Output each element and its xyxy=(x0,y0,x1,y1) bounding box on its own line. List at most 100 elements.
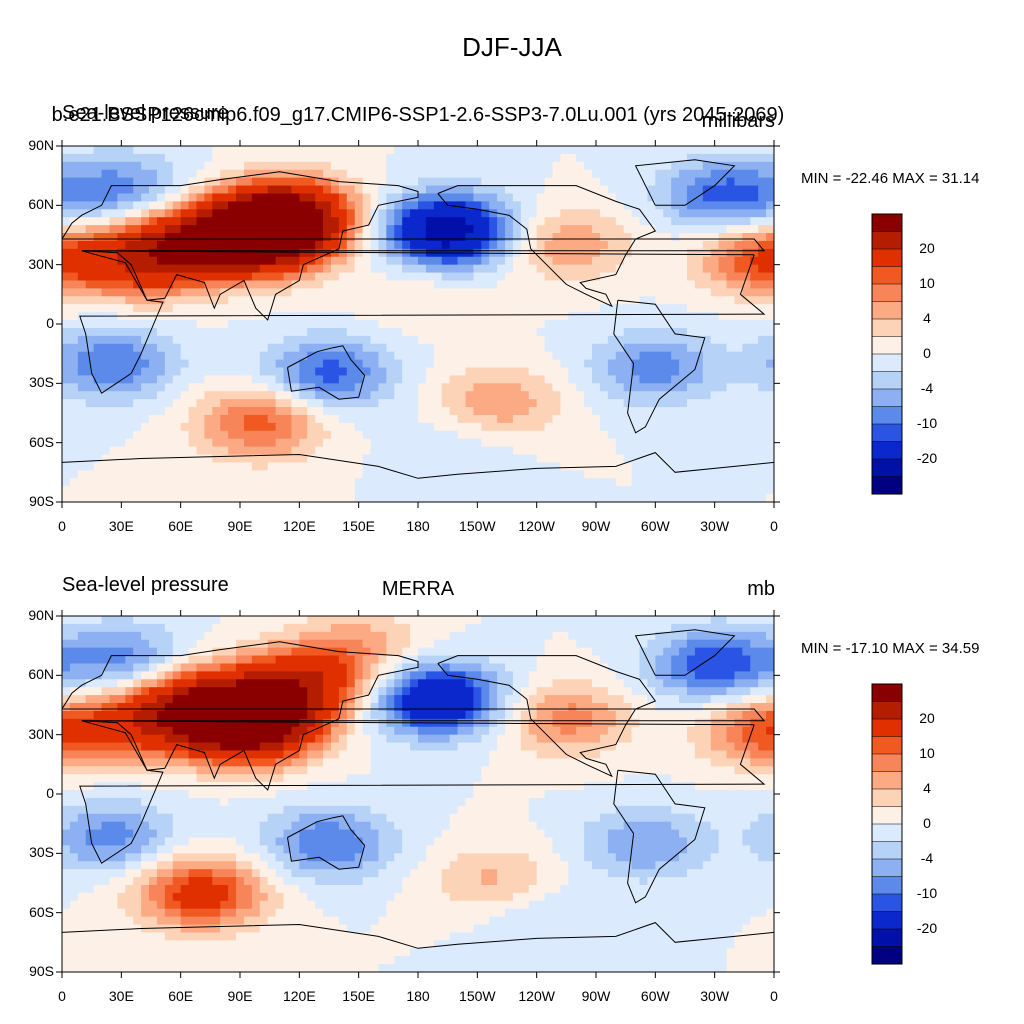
field-cell xyxy=(180,494,190,502)
field-cell xyxy=(394,185,403,195)
field-cell xyxy=(457,367,467,377)
field-cell xyxy=(410,304,419,313)
field-cell xyxy=(172,647,182,657)
field-cell xyxy=(243,407,253,416)
field-cell xyxy=(679,304,688,313)
field-cell xyxy=(275,248,285,258)
field-cell xyxy=(758,320,767,329)
field-cell xyxy=(243,486,253,495)
field-cell xyxy=(584,351,593,361)
field-cell xyxy=(702,367,712,377)
field-cell xyxy=(686,248,696,258)
field-cell xyxy=(196,256,205,266)
field-cell xyxy=(62,327,71,337)
field-cell xyxy=(172,655,182,665)
field-cell xyxy=(592,639,601,649)
field-cell xyxy=(473,486,482,495)
field-cell xyxy=(220,430,229,440)
field-cell xyxy=(528,225,538,234)
lon-label: 0 xyxy=(770,518,778,534)
field-cell xyxy=(180,201,190,210)
field-cell xyxy=(750,478,759,487)
field-cell xyxy=(489,486,498,495)
field-cell xyxy=(694,470,704,479)
field-cell xyxy=(449,335,459,345)
field-cell xyxy=(267,288,277,297)
field-cell xyxy=(449,430,459,440)
field-cell xyxy=(671,343,680,353)
field-cell xyxy=(394,335,403,345)
field-cell xyxy=(465,312,474,321)
field-cell xyxy=(544,383,554,392)
field-cell xyxy=(402,233,411,242)
field-cell xyxy=(489,478,498,487)
field-cell xyxy=(275,153,285,163)
field-cell xyxy=(473,225,482,234)
field-cell xyxy=(497,225,506,234)
field-cell xyxy=(267,623,277,633)
field-cell xyxy=(465,272,474,282)
field-cell xyxy=(204,153,213,163)
field-cell xyxy=(164,375,174,384)
field-cell xyxy=(402,655,411,665)
field-cell xyxy=(734,169,743,179)
field-cell xyxy=(125,161,134,171)
field-cell xyxy=(631,639,641,649)
field-cell xyxy=(236,272,245,282)
field-cell xyxy=(457,185,467,195)
field-cell xyxy=(758,264,767,274)
field-cell xyxy=(528,296,538,305)
figure-title: DJF-JJA xyxy=(462,32,562,62)
field-cell xyxy=(473,478,482,487)
field-cell xyxy=(362,248,372,258)
field-cell xyxy=(512,169,522,179)
field-cell xyxy=(433,647,443,657)
field-cell xyxy=(655,193,664,202)
field-cell xyxy=(323,470,332,479)
field-cell xyxy=(607,671,617,680)
field-cell xyxy=(109,320,118,329)
field-cell xyxy=(77,623,87,633)
field-cell xyxy=(330,169,340,179)
field-cell xyxy=(85,375,95,384)
field-cell xyxy=(378,414,387,424)
field-cell xyxy=(544,399,554,408)
lon-label: 60E xyxy=(168,518,194,534)
field-cell xyxy=(457,169,467,179)
field-cell xyxy=(544,193,554,202)
field-cell xyxy=(275,146,285,155)
field-cell xyxy=(592,367,601,377)
field-cell xyxy=(69,288,79,297)
field-cell xyxy=(267,327,277,337)
field-cell xyxy=(686,470,696,479)
field-cell xyxy=(528,280,538,289)
field-cell xyxy=(188,327,198,337)
field-cell xyxy=(275,478,285,487)
field-cell xyxy=(346,414,356,424)
field-cell xyxy=(133,639,142,649)
field-cell xyxy=(330,264,340,274)
field-cell xyxy=(180,225,190,234)
field-cell xyxy=(362,256,372,266)
field-cell xyxy=(766,470,774,479)
field-cell xyxy=(156,494,166,502)
field-cell xyxy=(196,161,205,171)
field-cell xyxy=(299,655,308,665)
field-cell xyxy=(552,177,561,187)
field-cell xyxy=(133,438,142,448)
field-cell xyxy=(663,209,672,218)
field-cell xyxy=(536,225,546,234)
field-cell xyxy=(370,169,380,179)
field-cell xyxy=(671,359,680,369)
field-cell xyxy=(251,288,261,297)
field-cell xyxy=(418,264,427,274)
field-cell xyxy=(457,217,467,226)
field-cell xyxy=(394,367,403,377)
field-cell xyxy=(639,454,649,464)
field-cell xyxy=(568,193,577,202)
field-cell xyxy=(370,486,380,495)
field-cell xyxy=(251,399,261,408)
field-cell xyxy=(410,320,419,329)
field-cell xyxy=(576,248,585,258)
field-cell xyxy=(568,359,577,369)
